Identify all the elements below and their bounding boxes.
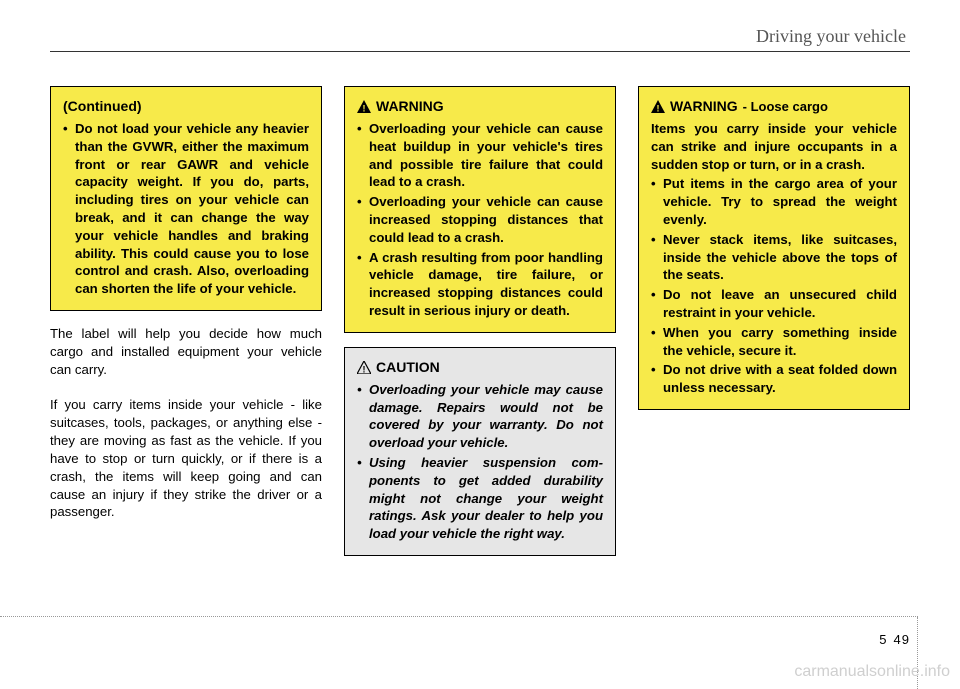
warning-2-item: Put items in the cargo area of your vehi… (651, 175, 897, 228)
header-rule (50, 51, 910, 52)
warning-1-list: Overloading your vehicle can cause heat … (357, 120, 603, 320)
column-3: ! WARNING - Loose cargo Items you carry … (638, 86, 910, 556)
page-header: Driving your vehicle (50, 26, 910, 52)
continued-box: (Continued) Do not load your vehicle any… (50, 86, 322, 311)
warning-icon: ! (651, 100, 665, 113)
warning-2-item: Do not leave an unsecured child restrain… (651, 286, 897, 322)
svg-text:!: ! (657, 103, 660, 113)
caution-box: ! CAUTION Overloading your vehicle may c… (344, 347, 616, 556)
caution-item: Overloading your vehicle may cause damag… (357, 381, 603, 452)
warning-1-item: Overloading your vehicle can cause heat … (357, 120, 603, 191)
svg-text:!: ! (363, 103, 366, 113)
caution-list: Overloading your vehicle may cause damag… (357, 381, 603, 543)
footer-dotted-h (0, 616, 918, 617)
warning-heading-2-text: WARNING (670, 97, 738, 116)
continued-list: Do not load your vehicle any heavier tha… (63, 120, 309, 298)
warning-icon: ! (357, 100, 371, 113)
warning-heading-1-text: WARNING (376, 97, 444, 116)
warning-box-1: ! WARNING Overloading your vehicle can c… (344, 86, 616, 333)
warning-2-item: When you carry something inside the vehi… (651, 324, 897, 360)
warning-2-list: Put items in the cargo area of your vehi… (651, 175, 897, 397)
page-num: 49 (894, 632, 910, 647)
column-1: (Continued) Do not load your vehicle any… (50, 86, 322, 556)
warning-2-item: Never stack items, like suit­cases, insi… (651, 231, 897, 284)
caution-item: Using heavier suspension com­ponents to … (357, 454, 603, 543)
body-paragraph-2: If you carry items inside your vehicle -… (50, 396, 322, 521)
warning-1-item: Overloading your vehicle can cause incre… (357, 193, 603, 246)
warning-heading-2-sub: - Loose cargo (743, 98, 828, 116)
caution-heading: ! CAUTION (357, 358, 603, 377)
warning-2-intro: Items you carry inside your vehicle can … (651, 120, 897, 173)
section-title: Driving your vehicle (50, 26, 910, 51)
body-paragraph-1: The label will help you decide how much … (50, 325, 322, 378)
warning-heading-2: ! WARNING - Loose cargo (651, 97, 897, 116)
caution-icon: ! (357, 361, 371, 374)
continued-heading: (Continued) (63, 97, 309, 116)
page-number: 5 49 (879, 632, 910, 647)
svg-text:!: ! (363, 364, 366, 374)
warning-box-2: ! WARNING - Loose cargo Items you carry … (638, 86, 910, 410)
watermark: carmanualsonline.info (794, 663, 950, 681)
warning-2-item: Do not drive with a seat folded down unl… (651, 361, 897, 397)
warning-heading-1: ! WARNING (357, 97, 603, 116)
content-columns: (Continued) Do not load your vehicle any… (50, 86, 910, 556)
page-section-num: 5 (879, 632, 887, 647)
caution-heading-text: CAUTION (376, 358, 440, 377)
continued-item: Do not load your vehicle any heavier tha… (63, 120, 309, 298)
column-2: ! WARNING Overloading your vehicle can c… (344, 86, 616, 556)
warning-1-item: A crash resulting from poor handling veh… (357, 249, 603, 320)
manual-page: Driving your vehicle (Continued) Do not … (0, 0, 960, 689)
